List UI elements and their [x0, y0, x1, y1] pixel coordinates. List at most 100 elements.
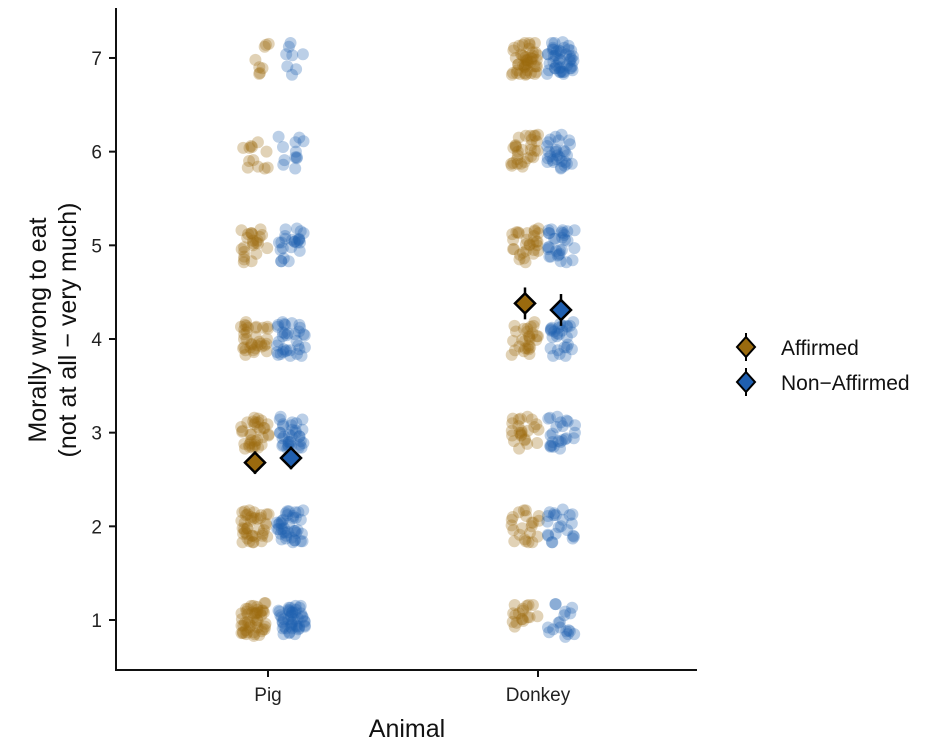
response-point-affirmed-pig: [259, 38, 272, 51]
response-point-non-affirmed-donkey: [558, 159, 571, 172]
response-point-affirmed-donkey: [524, 143, 537, 156]
response-point-non-affirmed-pig: [280, 48, 293, 61]
response-point-affirmed-pig: [245, 337, 258, 350]
response-point-non-affirmed-pig: [283, 517, 296, 530]
response-point-affirmed-pig: [244, 341, 257, 354]
response-point-non-affirmed-pig: [282, 603, 295, 616]
response-point-affirmed-pig: [262, 429, 275, 442]
response-point-non-affirmed-donkey: [541, 515, 554, 528]
response-point-affirmed-pig: [243, 438, 256, 451]
response-point-non-affirmed-pig: [275, 517, 288, 530]
response-point-affirmed-pig: [251, 606, 264, 619]
response-point-non-affirmed-donkey: [543, 227, 556, 240]
response-point-affirmed-pig: [246, 529, 259, 542]
response-point-affirmed-pig: [247, 237, 259, 250]
response-point-affirmed-pig: [247, 536, 260, 549]
response-point-non-affirmed-pig: [288, 628, 301, 641]
response-point-non-affirmed-donkey: [556, 324, 569, 337]
response-point-affirmed-donkey: [509, 140, 522, 152]
response-point-affirmed-pig: [261, 242, 274, 255]
response-point-affirmed-donkey: [522, 339, 535, 352]
response-point-non-affirmed-pig: [290, 222, 303, 235]
response-point-non-affirmed-donkey: [568, 530, 580, 543]
response-point-affirmed-pig: [241, 522, 254, 535]
response-point-affirmed-donkey: [523, 42, 536, 55]
response-point-affirmed-donkey: [530, 418, 543, 431]
response-point-affirmed-pig: [249, 53, 262, 66]
response-point-affirmed-donkey: [513, 442, 526, 455]
response-point-non-affirmed-donkey: [551, 249, 564, 262]
response-point-non-affirmed-pig: [290, 417, 303, 430]
response-point-affirmed-donkey: [523, 348, 536, 360]
response-point-non-affirmed-donkey: [545, 324, 557, 337]
response-point-non-affirmed-donkey: [552, 44, 565, 57]
response-point-non-affirmed-pig: [290, 334, 303, 347]
response-point-non-affirmed-pig: [289, 525, 302, 537]
response-point-affirmed-donkey: [507, 156, 520, 169]
response-point-affirmed-donkey: [523, 330, 536, 343]
response-point-non-affirmed-pig: [298, 619, 311, 632]
response-point-affirmed-donkey: [512, 58, 525, 71]
response-point-non-affirmed-pig: [289, 606, 302, 619]
response-point-non-affirmed-donkey: [562, 43, 575, 56]
response-point-non-affirmed-pig: [290, 619, 303, 632]
response-point-affirmed-pig: [236, 506, 249, 519]
response-point-affirmed-donkey: [526, 599, 539, 611]
response-point-non-affirmed-donkey: [541, 528, 554, 541]
response-point-affirmed-pig: [262, 508, 275, 521]
response-point-non-affirmed-pig: [290, 526, 303, 539]
response-point-non-affirmed-pig: [276, 622, 289, 635]
response-point-non-affirmed-donkey: [549, 62, 562, 75]
response-point-affirmed-pig: [259, 617, 272, 630]
response-point-affirmed-pig: [250, 247, 263, 260]
response-point-non-affirmed-pig: [293, 622, 306, 635]
response-point-non-affirmed-donkey: [554, 621, 567, 634]
legend-item-non-affirmed: Non−Affirmed: [735, 368, 910, 396]
response-point-affirmed-donkey: [514, 412, 527, 425]
response-point-affirmed-donkey: [522, 599, 535, 611]
response-point-affirmed-donkey: [528, 230, 540, 242]
response-point-non-affirmed-pig: [293, 430, 306, 443]
response-point-affirmed-pig: [251, 434, 264, 447]
response-point-affirmed-donkey: [506, 412, 519, 425]
response-point-non-affirmed-donkey: [560, 48, 572, 61]
response-point-affirmed-donkey: [516, 522, 529, 535]
mean-diamond-non-affirmed-pig: [279, 446, 303, 470]
response-point-non-affirmed-pig: [285, 241, 298, 254]
response-point-affirmed-donkey: [505, 519, 518, 532]
response-point-non-affirmed-donkey: [549, 598, 562, 611]
response-point-affirmed-donkey: [516, 38, 529, 51]
response-point-affirmed-pig: [240, 509, 252, 522]
response-point-non-affirmed-pig: [293, 131, 306, 144]
response-point-affirmed-donkey: [507, 243, 520, 256]
response-point-affirmed-donkey: [518, 434, 531, 447]
response-point-affirmed-pig: [245, 140, 258, 152]
response-point-non-affirmed-donkey: [542, 529, 555, 542]
response-point-non-affirmed-pig: [290, 63, 303, 76]
response-point-affirmed-donkey: [510, 226, 523, 239]
response-point-non-affirmed-donkey: [564, 138, 576, 151]
response-point-affirmed-pig: [243, 155, 256, 167]
response-point-affirmed-donkey: [530, 333, 543, 346]
response-point-non-affirmed-pig: [286, 622, 298, 635]
response-point-non-affirmed-pig: [291, 236, 303, 249]
response-point-affirmed-donkey: [520, 53, 533, 66]
response-point-affirmed-donkey: [513, 39, 525, 52]
response-point-non-affirmed-donkey: [557, 67, 570, 80]
response-point-affirmed-donkey: [526, 46, 539, 59]
response-point-affirmed-pig: [256, 604, 268, 617]
response-point-affirmed-donkey: [524, 67, 537, 79]
response-point-non-affirmed-pig: [293, 343, 306, 356]
response-point-non-affirmed-donkey: [561, 234, 574, 247]
response-point-non-affirmed-pig: [297, 437, 310, 449]
response-point-non-affirmed-pig: [273, 605, 286, 618]
response-point-affirmed-donkey: [520, 233, 533, 246]
response-point-affirmed-donkey: [516, 143, 528, 156]
response-point-affirmed-pig: [255, 625, 268, 638]
response-point-non-affirmed-pig: [288, 525, 301, 537]
response-point-affirmed-pig: [250, 616, 262, 629]
response-point-affirmed-donkey: [519, 342, 532, 355]
response-point-non-affirmed-donkey: [555, 128, 568, 141]
response-point-affirmed-pig: [254, 511, 267, 524]
response-point-affirmed-pig: [235, 243, 248, 256]
